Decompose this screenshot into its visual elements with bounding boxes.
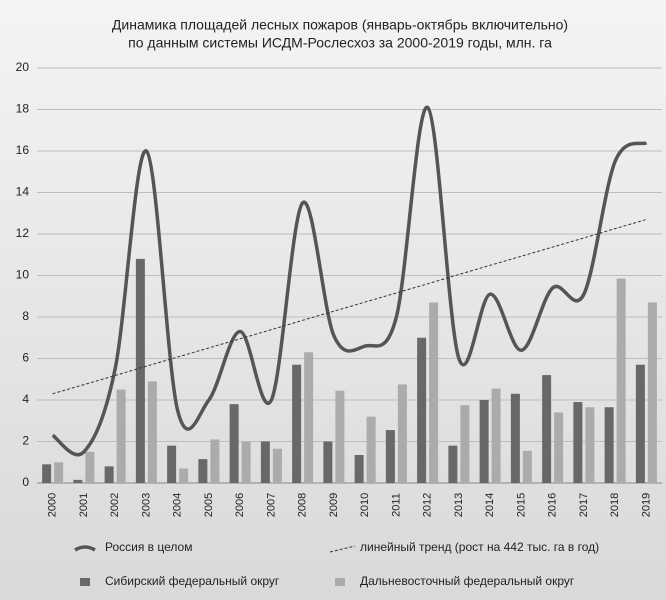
chart-title: Динамика площадей лесных пожаров (январь…: [112, 17, 568, 33]
y-tick-label: 12: [16, 226, 30, 240]
bar: [385, 430, 395, 483]
bar: [335, 390, 345, 483]
x-tick-label: 2002: [109, 493, 121, 517]
bar: [323, 441, 333, 483]
bar: [585, 407, 595, 483]
y-tick-label: 10: [16, 268, 30, 282]
bar: [241, 441, 251, 483]
x-tick-label: 2017: [578, 493, 590, 517]
bar: [448, 445, 458, 483]
y-tick-label: 14: [16, 185, 30, 199]
chart-title: по данным системы ИСДМ-Рослесхоз за 2000…: [128, 35, 552, 51]
y-tick-label: 4: [22, 392, 29, 406]
bar: [292, 364, 302, 483]
bar: [167, 445, 177, 483]
legend-swatch: [74, 545, 96, 552]
bar: [54, 462, 64, 483]
bar: [510, 393, 520, 483]
x-tick-label: 2010: [359, 493, 371, 517]
bar: [135, 258, 145, 483]
bar: [397, 384, 407, 483]
trend-line: [52, 218, 647, 395]
bar: [366, 416, 376, 483]
bar: [647, 302, 657, 483]
x-tick-label: 2005: [203, 493, 215, 517]
y-tick-label: 6: [22, 351, 29, 365]
bar: [116, 389, 126, 483]
bar: [522, 450, 532, 483]
bar: [272, 448, 282, 483]
x-tick-label: 2004: [172, 493, 184, 517]
y-tick-label: 16: [16, 143, 30, 157]
legend-swatch: [329, 545, 356, 553]
x-tick-label: 2019: [640, 493, 652, 517]
legend-swatch: [80, 578, 90, 586]
bar: [354, 454, 364, 483]
x-tick-label: 2015: [515, 493, 527, 517]
bar: [479, 400, 489, 483]
y-tick-label: 20: [16, 60, 30, 74]
bar: [179, 468, 189, 483]
bar: [417, 337, 427, 483]
x-tick-label: 2016: [547, 493, 559, 517]
x-tick-label: 2000: [47, 493, 59, 517]
y-tick-label: 8: [22, 309, 29, 323]
legend-label: Дальневосточный федеральный округ: [360, 574, 575, 588]
bar: [229, 404, 239, 483]
x-tick-label: 2013: [453, 493, 465, 517]
y-tick-label: 18: [16, 102, 30, 116]
y-tick-label: 2: [22, 434, 29, 448]
bar: [573, 402, 583, 483]
legend-label: линейный тренд (рост на 442 тыс. га в го…: [360, 540, 599, 554]
bar: [147, 381, 157, 483]
x-tick-label: 2006: [234, 493, 246, 517]
y-tick-label: 0: [22, 475, 29, 489]
x-tick-label: 2012: [422, 493, 434, 517]
legend-label: Россия в целом: [105, 540, 192, 554]
x-tick-label: 2003: [140, 493, 152, 517]
legend-swatch: [335, 578, 345, 586]
bar: [104, 466, 114, 483]
x-tick-label: 2018: [609, 493, 621, 517]
bar: [198, 459, 208, 483]
bar: [635, 364, 645, 483]
bar: [542, 375, 552, 483]
bar: [210, 439, 220, 483]
line: [51, 105, 648, 457]
bar: [42, 464, 52, 483]
x-tick-label: 2009: [328, 493, 340, 517]
bar: [429, 302, 439, 483]
bar: [460, 405, 470, 483]
x-tick-label: 2011: [390, 493, 402, 517]
bar: [491, 388, 501, 483]
bar: [85, 451, 95, 483]
x-tick-label: 2001: [78, 493, 90, 517]
legend-label: Сибирский федеральный округ: [105, 574, 280, 588]
bar: [616, 278, 626, 483]
bar: [73, 479, 83, 483]
x-tick-label: 2008: [297, 493, 309, 517]
bar: [604, 407, 614, 483]
bar: [304, 352, 314, 483]
x-tick-label: 2007: [265, 493, 277, 517]
bar: [260, 441, 270, 483]
x-tick-label: 2014: [484, 493, 496, 517]
bar: [554, 412, 564, 483]
